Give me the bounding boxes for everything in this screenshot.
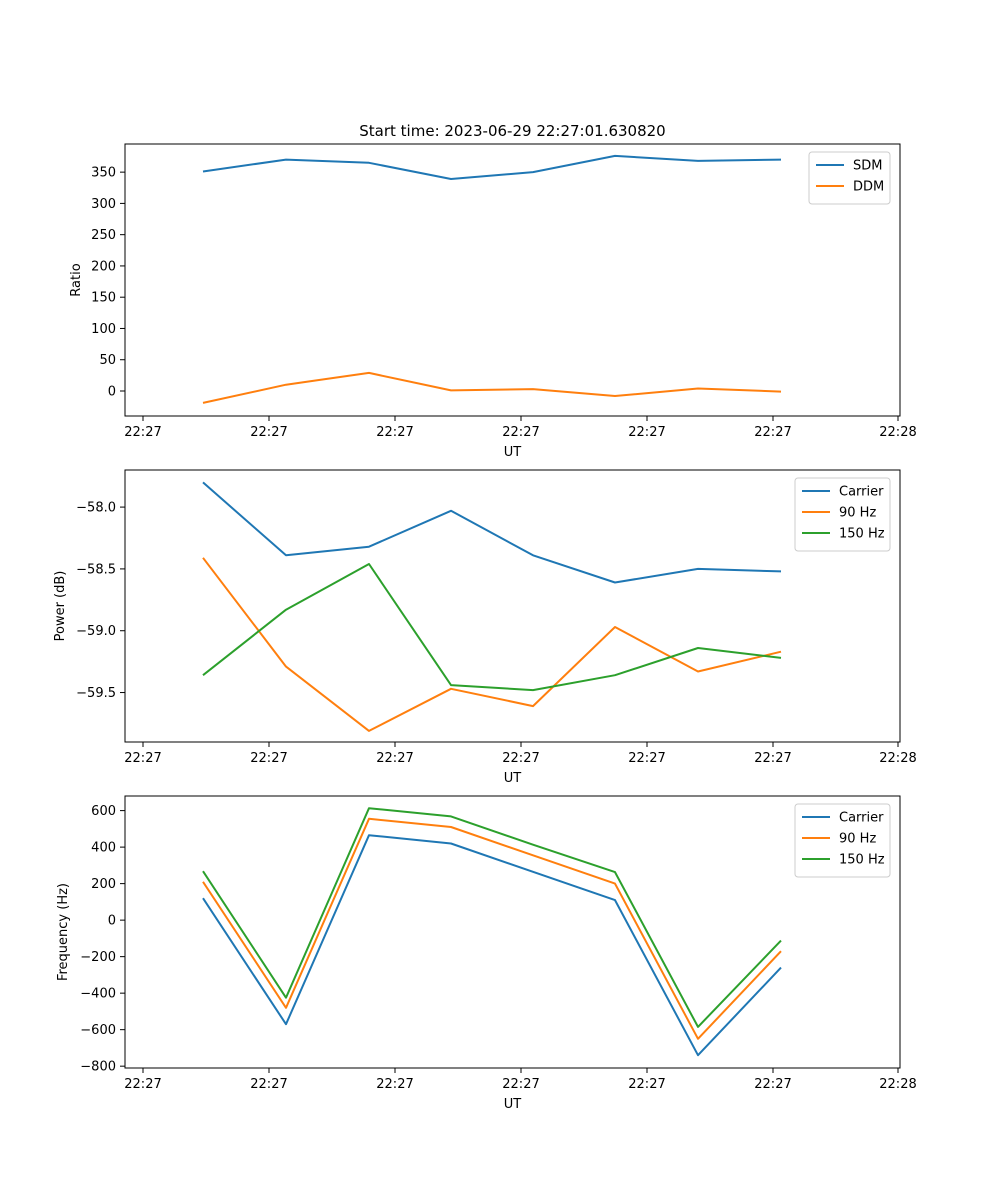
legend-label: 90 Hz	[839, 832, 876, 847]
y-tick-label: 100	[91, 322, 116, 337]
y-tick-label: −200	[80, 950, 116, 965]
panel-3: 22:27 22:27 22:27 22:27 22:27 22:27 22:28 −800 −…	[56, 795, 917, 1112]
y-tick-label: −58.5	[76, 562, 116, 577]
panels: 22:27 22:27 22:27 22:27 22:27 22:27 22:28 0 50 10…	[53, 143, 917, 1112]
y-tick-label: −58.0	[76, 501, 116, 516]
legend-label: SDM	[853, 159, 882, 174]
x-tick-label: 22:27	[502, 1077, 539, 1092]
x-tick-label: 22:27	[628, 1077, 665, 1092]
x-tick-label: 22:28	[879, 425, 916, 440]
x-axis-label: UT	[504, 445, 522, 460]
y-tick-label: 350	[91, 166, 116, 181]
y-tick-label: −800	[80, 1060, 116, 1075]
x-axis-label: UT	[504, 771, 522, 786]
legend: Carrier 90 Hz 150 Hz	[794, 803, 891, 878]
x-tick-label: 22:27	[124, 751, 161, 766]
x-tick-label: 22:27	[124, 1077, 161, 1092]
y-axis-label: Ratio	[69, 263, 84, 296]
y-tick-label: 300	[91, 197, 116, 212]
x-tick-label: 22:27	[250, 751, 287, 766]
series-line-sdm	[202, 154, 782, 180]
x-tick-label: 22:27	[376, 425, 413, 440]
legend-label: 150 Hz	[839, 853, 885, 868]
legend-label: 150 Hz	[839, 527, 885, 542]
legend: Carrier 90 Hz 150 Hz	[794, 477, 891, 552]
x-tick-label: 22:27	[754, 1077, 791, 1092]
chart-title: Start time: 2023-06-29 22:27:01.630820	[359, 122, 665, 140]
legend-label: DDM	[853, 180, 884, 195]
y-tick-label: −59.5	[76, 686, 116, 701]
plot-frame	[124, 795, 901, 1069]
plot-frame	[124, 469, 901, 743]
x-tick-label: 22:27	[124, 425, 161, 440]
y-tick-label: 0	[108, 384, 116, 399]
x-tick-label: 22:28	[879, 1077, 916, 1092]
panel-2: 22:27 22:27 22:27 22:27 22:27 22:27 22:28 −58.0…	[53, 469, 917, 786]
y-tick-label: 50	[99, 353, 116, 368]
y-tick-label: 200	[91, 259, 116, 274]
series-line-90-hz	[202, 817, 782, 1040]
series-line-90-hz	[202, 557, 782, 732]
series-line-150-hz	[202, 807, 782, 1028]
y-tick-label: 0	[108, 914, 116, 929]
series-line-carrier	[202, 834, 782, 1057]
x-tick-label: 22:27	[754, 425, 791, 440]
y-tick-label: −59.0	[76, 624, 116, 639]
x-tick-label: 22:27	[502, 751, 539, 766]
x-tick-label: 22:27	[502, 425, 539, 440]
x-tick-label: 22:28	[879, 751, 916, 766]
legend: SDM DDM	[808, 151, 891, 205]
y-tick-label: 150	[91, 291, 116, 306]
legend-label: 90 Hz	[839, 506, 876, 521]
y-tick-label: 250	[91, 228, 116, 243]
x-tick-label: 22:27	[250, 425, 287, 440]
x-axis-label: UT	[504, 1097, 522, 1112]
legend-label: Carrier	[839, 485, 884, 500]
y-tick-label: 600	[91, 804, 116, 819]
series-line-carrier	[202, 481, 782, 584]
y-tick-label: 200	[91, 877, 116, 892]
series-line-ddm	[202, 371, 782, 404]
x-tick-label: 22:27	[376, 751, 413, 766]
series-line-150-hz	[202, 563, 782, 692]
y-axis-label: Frequency (Hz)	[56, 883, 71, 981]
panel-1: 22:27 22:27 22:27 22:27 22:27 22:27 22:28 0 50 10…	[69, 143, 917, 460]
x-tick-label: 22:27	[628, 751, 665, 766]
x-tick-label: 22:27	[376, 1077, 413, 1092]
legend-label: Carrier	[839, 811, 884, 826]
y-tick-label: 400	[91, 841, 116, 856]
y-axis-label: Power (dB)	[53, 571, 68, 642]
x-tick-label: 22:27	[250, 1077, 287, 1092]
x-tick-label: 22:27	[754, 751, 791, 766]
y-tick-label: −600	[80, 1023, 116, 1038]
x-tick-label: 22:27	[628, 425, 665, 440]
plot-frame	[124, 143, 901, 417]
y-tick-label: −400	[80, 987, 116, 1002]
